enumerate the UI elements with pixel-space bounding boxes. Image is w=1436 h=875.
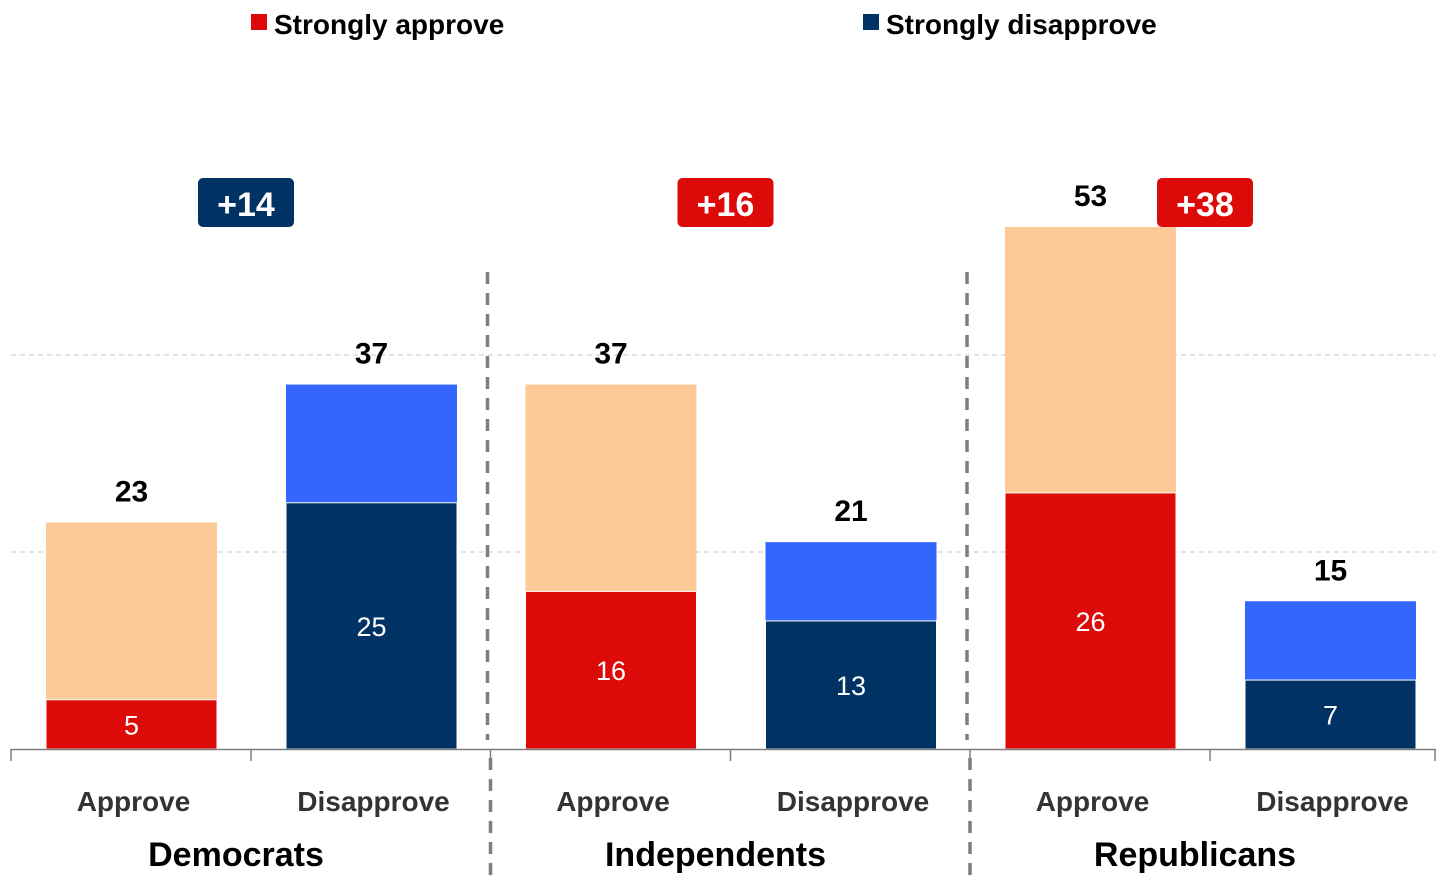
- legend-label-strongly-approve: Strongly approve: [274, 9, 504, 40]
- strong-label-democrats-approve: 5: [124, 710, 139, 740]
- bars: [45, 226, 1417, 750]
- total-label-democrats-disapprove: 37: [355, 338, 388, 371]
- group-separators: [485, 272, 972, 875]
- total-label-republicans-approve: 53: [1074, 180, 1107, 213]
- bar-independents-approve-strong: [525, 590, 697, 750]
- strong-label-independents-disapprove: 13: [836, 671, 866, 701]
- category-label-republicans-approve: Approve: [1036, 786, 1150, 817]
- bar-independents-approve-total: [525, 384, 697, 592]
- gridlines: [11, 354, 1436, 553]
- bar-democrats-approve-total: [46, 522, 217, 700]
- group-label-independents: Independents: [605, 836, 826, 874]
- bar-independents-disapprove-total: [765, 542, 937, 621]
- net-badge-democrats: [198, 178, 294, 227]
- x-axis: [10, 748, 1436, 761]
- total-label-republicans-disapprove: 15: [1314, 554, 1347, 587]
- strong-label-independents-approve: 16: [596, 656, 626, 686]
- total-label-independents-approve: 37: [594, 338, 627, 371]
- bar-democrats-disapprove-total: [286, 384, 457, 503]
- legend-swatch-strongly-disapprove: [863, 14, 879, 30]
- bar-democrats-approve-strong: [45, 699, 218, 750]
- labels: +14 Democrats 23 5 Approve 37 25 Disapprove +16 I…: [77, 178, 1409, 874]
- legend-swatch-strongly-approve: [251, 14, 267, 30]
- category-label-independents-approve: Approve: [556, 786, 670, 817]
- legend: Strongly approve Strongly disapprove: [251, 9, 1157, 40]
- category-label-republicans-disapprove: Disapprove: [1256, 786, 1409, 817]
- net-badge-label-democrats: +14: [217, 186, 275, 224]
- bar-republicans-disapprove-total: [1245, 601, 1416, 681]
- strong-label-republicans-disapprove: 7: [1323, 701, 1338, 731]
- bar-independents-disapprove-strong: [765, 620, 937, 750]
- category-label-democrats-approve: Approve: [77, 786, 191, 817]
- group-label-republicans: Republicans: [1094, 836, 1296, 874]
- strong-label-democrats-disapprove: 25: [356, 612, 386, 642]
- total-label-democrats-approve: 23: [115, 475, 148, 508]
- total-label-independents-disapprove: 21: [834, 495, 867, 528]
- group-label-democrats: Democrats: [148, 836, 324, 874]
- net-badge-republicans: [1157, 178, 1253, 227]
- bar-republicans-approve-strong: [1004, 492, 1177, 750]
- category-label-independents-disapprove: Disapprove: [777, 786, 930, 817]
- category-label-democrats-disapprove: Disapprove: [297, 786, 450, 817]
- bar-republicans-disapprove-strong: [1244, 679, 1417, 750]
- legend-label-strongly-disapprove: Strongly disapprove: [886, 9, 1157, 40]
- bar-republicans-approve-total: [1005, 226, 1176, 493]
- net-badge-independents: [677, 178, 774, 227]
- strong-label-republicans-approve: 26: [1075, 607, 1105, 637]
- net-badge-label-independents: +16: [697, 186, 755, 224]
- net-badge-label-republicans: +38: [1176, 186, 1234, 224]
